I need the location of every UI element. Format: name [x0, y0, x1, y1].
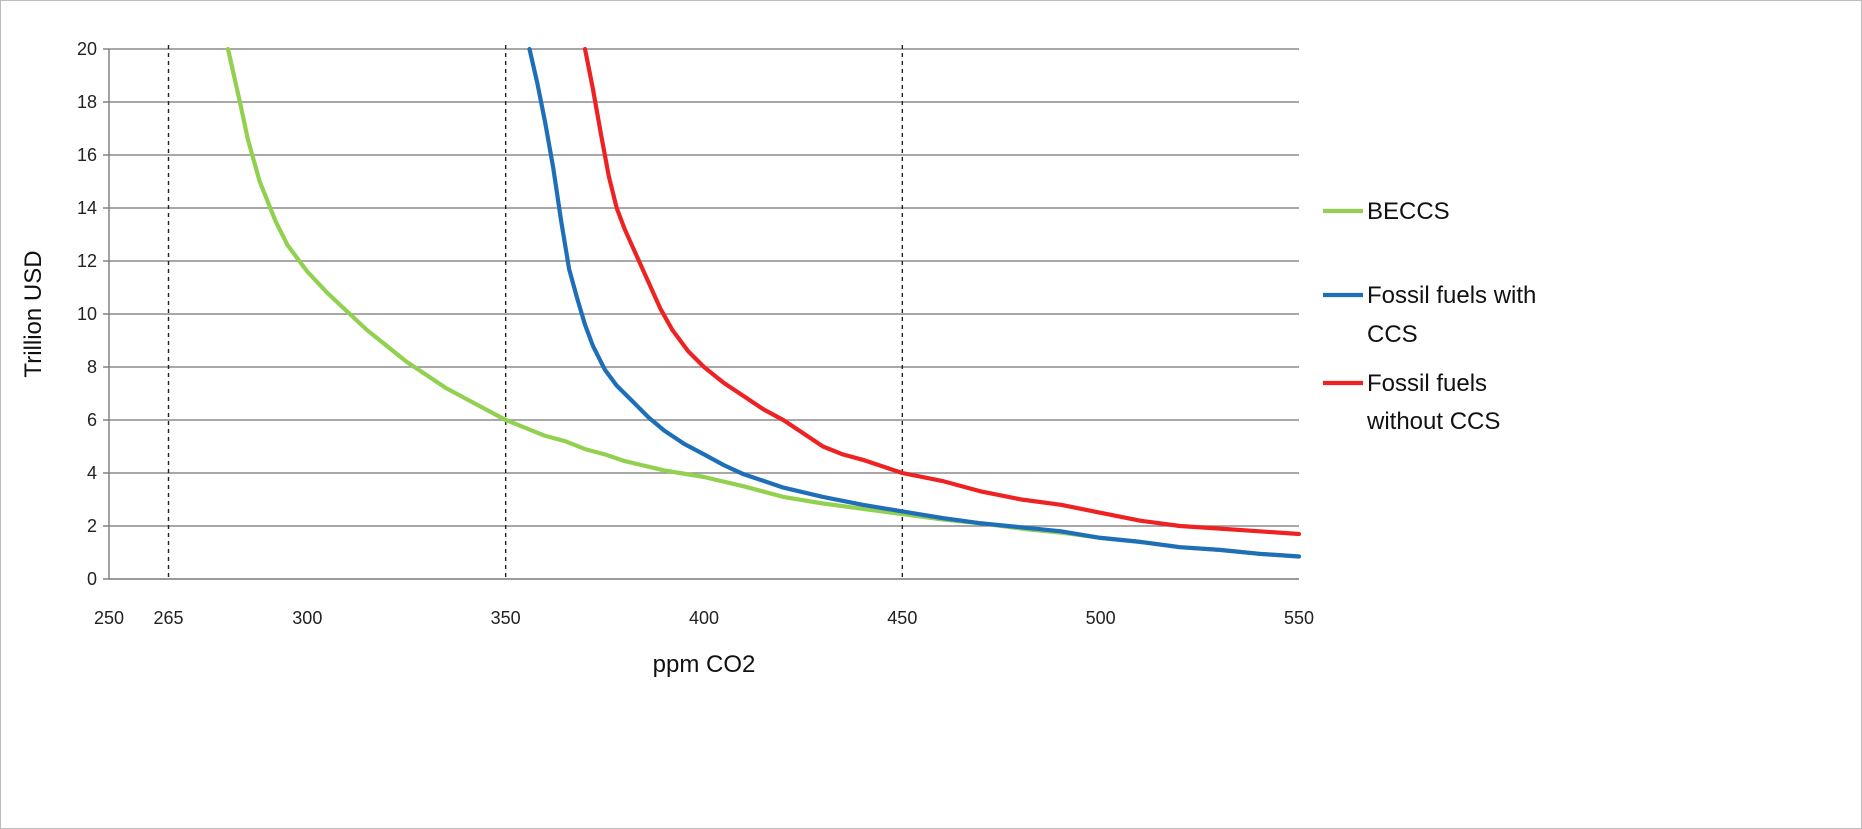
y-tick-label: 6 — [87, 410, 97, 430]
x-tick-label: 550 — [1284, 608, 1314, 628]
series-lines — [225, 46, 1302, 559]
x-tick-label: 450 — [887, 608, 917, 628]
legend-label-2: without CCS — [1366, 408, 1500, 435]
series-line-1 — [527, 46, 1302, 559]
x-tick-label: 500 — [1086, 608, 1116, 628]
x-tick-label: 400 — [689, 608, 719, 628]
y-tick-label: 14 — [77, 198, 97, 218]
x-tick-label: 350 — [491, 608, 521, 628]
legend-label-0: BECCS — [1367, 198, 1450, 225]
series-line-2 — [582, 46, 1302, 537]
x-tick-label: 250 — [94, 608, 124, 628]
y-tick-label: 2 — [87, 516, 97, 536]
x-tick-label: 265 — [153, 608, 183, 628]
y-axis-title: Trillion USD — [20, 250, 47, 377]
y-tick-label: 16 — [77, 145, 97, 165]
axes — [103, 48, 1299, 580]
legend: BECCS Fossil fuels with CCS Fossil fuels wit… — [1323, 198, 1536, 435]
legend-label-1: CCS — [1367, 321, 1418, 348]
x-tick-labels: 250 265 300 350 400 450 500 550 — [94, 608, 1314, 628]
y-tick-label: 0 — [87, 569, 97, 589]
legend-label-2: Fossil fuels — [1367, 370, 1487, 397]
legend-label-1: Fossil fuels with — [1367, 282, 1536, 309]
y-tick-label: 18 — [77, 92, 97, 112]
y-tick-labels: 0 2 4 6 8 10 12 14 16 18 20 — [77, 39, 97, 589]
reference-lines — [167, 45, 904, 579]
gridlines — [109, 48, 1299, 527]
y-tick-label: 4 — [87, 463, 97, 483]
x-tick-label: 300 — [292, 608, 322, 628]
y-tick-label: 8 — [87, 357, 97, 377]
y-tick-label: 10 — [77, 304, 97, 324]
y-tick-label: 20 — [77, 39, 97, 59]
y-tick-label: 12 — [77, 251, 97, 271]
x-axis-title: ppm CO2 — [653, 651, 756, 678]
